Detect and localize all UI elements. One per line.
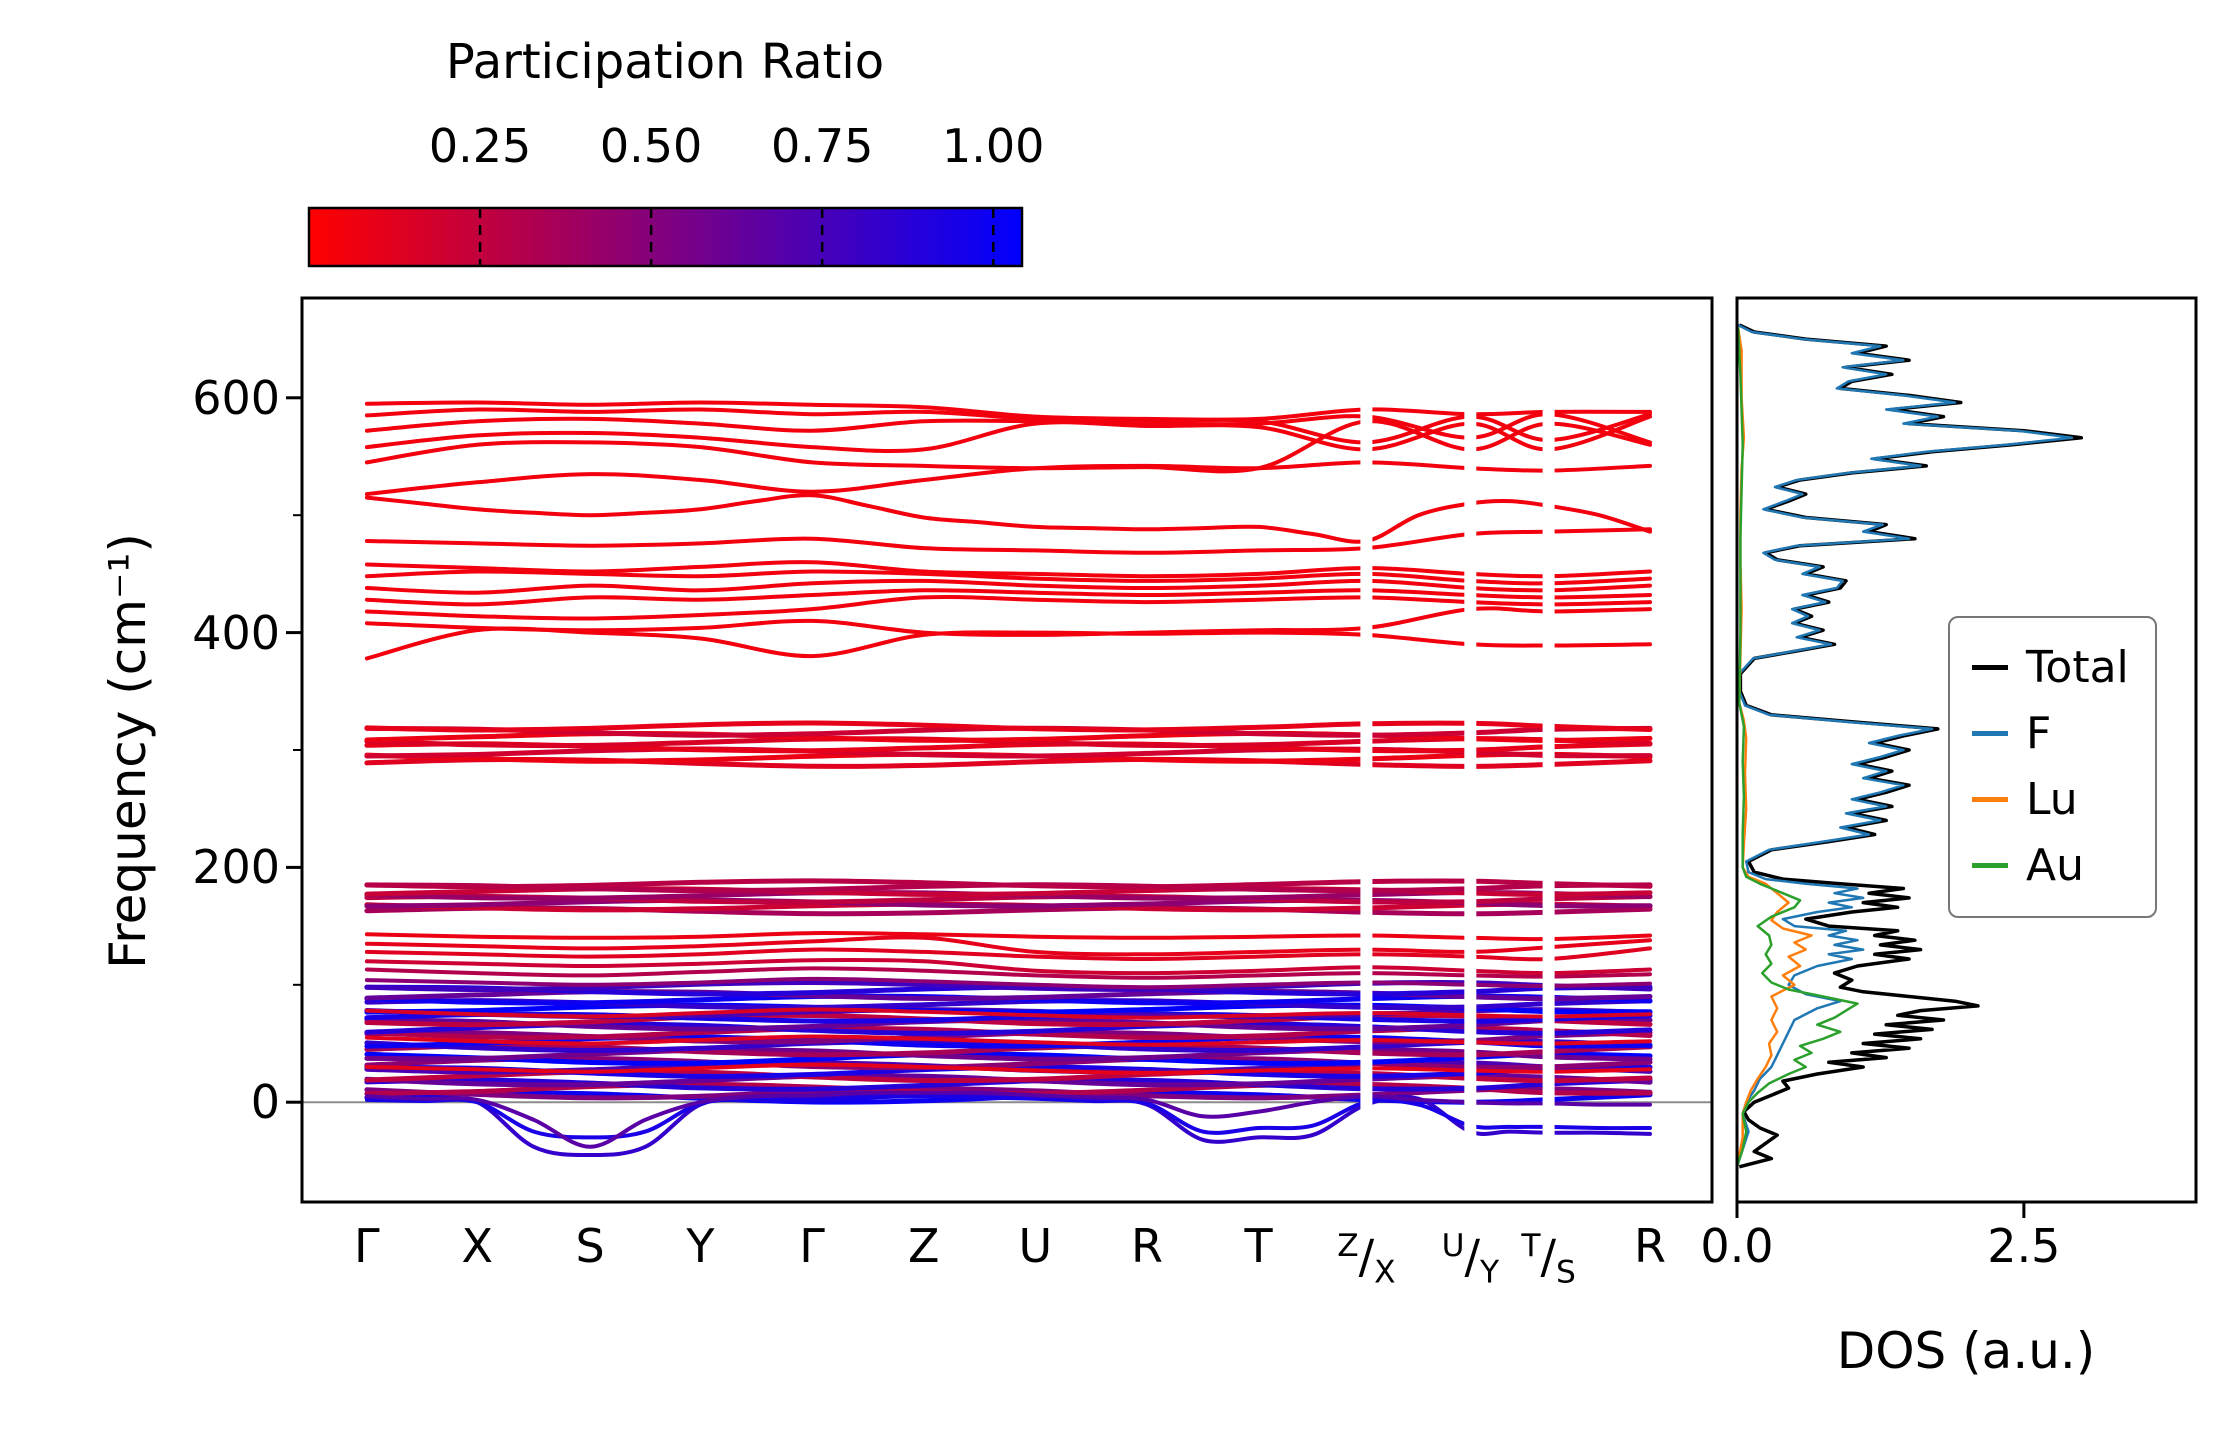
legend-line-total: [1972, 664, 2008, 670]
colorbar-tick-label: 0.50: [599, 119, 703, 173]
legend-item-au: Au: [1972, 832, 2129, 898]
x-tick-label: Γ: [799, 1219, 825, 1273]
x-tick-label: Γ: [354, 1219, 380, 1273]
colorbar-tick-label: 1.00: [942, 119, 1045, 173]
legend-item-total: Total: [1972, 634, 2129, 700]
legend-item-lu: Lu: [1972, 766, 2129, 832]
axes-layer: [286, 296, 2198, 1218]
colorbar-title: Participation Ratio: [445, 34, 885, 90]
y-tick-label: 200: [192, 840, 280, 895]
x-tick-label: T: [1244, 1219, 1273, 1273]
legend-line-au: [1972, 862, 2008, 868]
colorbar-tick-label: 0.25: [428, 119, 532, 173]
x-tick-label: Y: [686, 1219, 715, 1273]
dos-axis-label: DOS (a.u.): [1836, 1322, 2096, 1380]
x-tick-label: Z: [907, 1219, 940, 1273]
legend-label-total: Total: [2026, 641, 2129, 693]
y-tick-label: 0: [250, 1075, 280, 1130]
band-structure-layer: [364, 300, 1653, 1200]
dos-x-tick-label: 0.0: [1700, 1219, 1774, 1273]
legend-label-lu: Lu: [2026, 773, 2078, 825]
x-tick-label: S: [575, 1219, 605, 1273]
dos-legend: Total F Lu Au: [1948, 616, 2157, 918]
y-tick-label: 600: [192, 370, 280, 425]
legend-label-f: F: [2026, 707, 2052, 759]
x-tick-label: T/S: [1521, 1228, 1576, 1291]
colorbar: [307, 206, 1024, 268]
colorbar-tick-label: 0.75: [770, 119, 874, 173]
legend-item-f: F: [1972, 700, 2129, 766]
legend-label-au: Au: [2026, 839, 2084, 891]
frequency-axis-label: Frequency (cm⁻¹): [99, 533, 157, 969]
legend-line-lu: [1972, 796, 2008, 802]
dos-curves-layer: [1735, 323, 2084, 1169]
legend-line-f: [1972, 730, 2008, 736]
x-tick-label: U: [1018, 1219, 1053, 1273]
x-tick-label: X: [461, 1219, 493, 1273]
x-tick-label: U/Y: [1441, 1228, 1500, 1291]
x-tick-label: Z/X: [1337, 1228, 1396, 1291]
x-tick-label: R: [1131, 1219, 1163, 1273]
y-tick-label: 400: [192, 605, 280, 660]
x-tick-label: R: [1633, 1219, 1666, 1273]
dos-x-tick-label: 2.5: [1987, 1219, 2061, 1273]
